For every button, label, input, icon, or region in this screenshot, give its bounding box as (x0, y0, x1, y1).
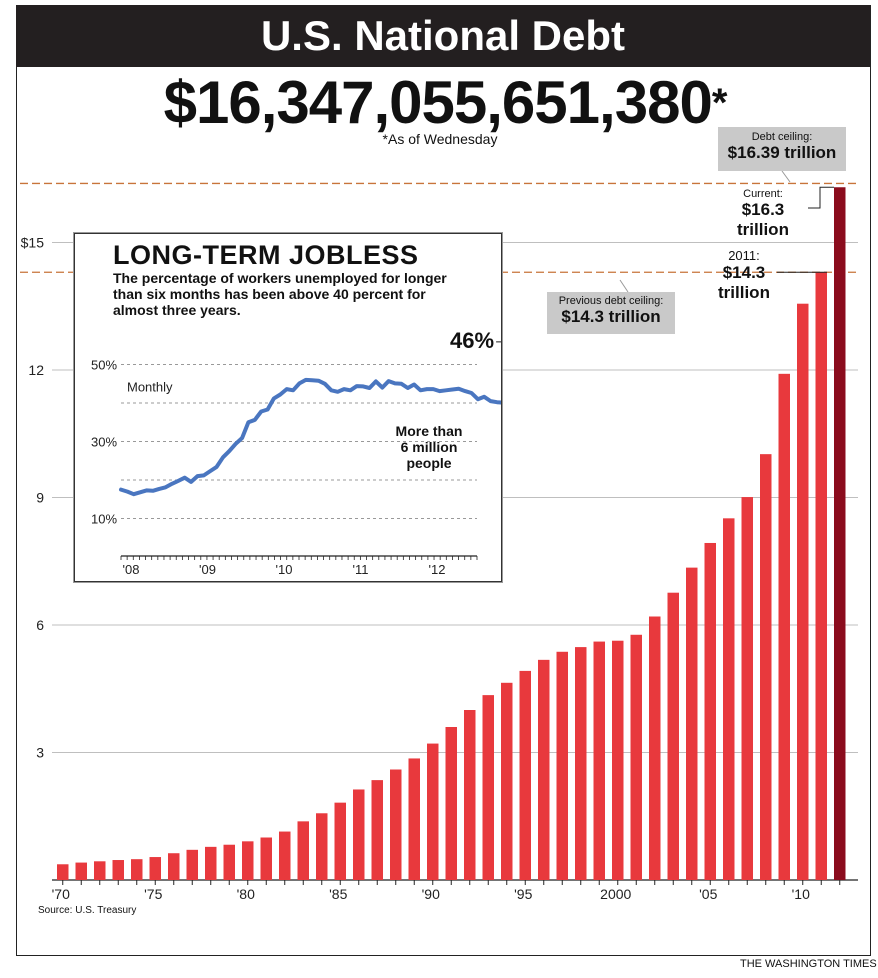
bar (260, 837, 272, 880)
inset-x-tick-label: '09 (199, 562, 216, 577)
bar (630, 634, 642, 880)
page-title: U.S. National Debt (16, 5, 870, 67)
bar (482, 695, 494, 880)
bar (741, 497, 753, 880)
debt-ceiling-pointer (781, 170, 791, 183)
inset-y-tick-label: 50% (91, 358, 117, 373)
x-tick-label: '10 (792, 886, 810, 902)
bar (205, 846, 217, 880)
bar-current (834, 187, 846, 880)
bar (556, 651, 568, 880)
current-leader-line (808, 186, 834, 209)
bar (334, 802, 346, 880)
as-of-note: *As of Wednesday (382, 131, 498, 147)
bar (75, 862, 87, 880)
source-note: Source: U.S. Treasury (38, 905, 137, 916)
jobless-inset: LONG-TERM JOBLESS The percentage of work… (74, 233, 502, 582)
inset-y-tick-label: 10% (91, 512, 117, 527)
bar (149, 857, 161, 880)
bar (186, 849, 198, 880)
bar (686, 567, 698, 880)
jobless-line (119, 377, 501, 497)
y-tick-label: 3 (36, 745, 44, 761)
inset-title: LONG-TERM JOBLESS (113, 240, 419, 270)
credit-line: THE WASHINGTON TIMES (740, 958, 877, 970)
bar (94, 861, 106, 880)
bar (408, 758, 420, 880)
inset-x-tick-label: '08 (123, 562, 140, 577)
y-tick-label: 6 (36, 617, 44, 633)
bar (316, 813, 328, 880)
x-tick-label: '85 (329, 886, 347, 902)
bar (575, 647, 587, 880)
end-note-line: More than (396, 423, 463, 439)
bar (649, 616, 661, 880)
inset-x-tick-label: '12 (429, 562, 446, 577)
bar (445, 727, 457, 880)
y-tick-label: 9 (36, 490, 44, 506)
bar (353, 789, 365, 880)
bar (464, 710, 476, 880)
end-note-line: people (406, 455, 451, 471)
inset-description: The percentage of workers unemployed for… (113, 270, 447, 318)
bar (57, 864, 69, 880)
bar (612, 640, 624, 880)
x-tick-label: '05 (699, 886, 717, 902)
bar (279, 831, 291, 880)
bar (223, 844, 235, 880)
end-value-label: 46% (450, 328, 494, 353)
bar (704, 542, 716, 880)
inset-y-tick-label: 30% (91, 435, 117, 450)
bar (168, 853, 180, 880)
bar (242, 841, 254, 880)
y-tick-label: 12 (28, 362, 44, 378)
x-tick-label: '70 (52, 886, 70, 902)
bar (390, 769, 402, 880)
bar (519, 670, 531, 880)
inset-x-tick-label: '10 (276, 562, 293, 577)
previous-ceiling-pointer (619, 279, 629, 293)
bar (112, 860, 124, 880)
x-tick-label: '75 (144, 886, 162, 902)
jobless-line-chart: 10% 30% 50% Monthly '08 '09 '10 '11 '12 46% More t… (91, 328, 501, 577)
bar (297, 821, 309, 880)
x-tick-label: 2000 (600, 886, 631, 902)
end-label-leader (496, 341, 501, 343)
end-note-line: 6 million (401, 439, 458, 455)
current-callout: Current: $16.3 trillion (737, 188, 789, 239)
bar (723, 518, 735, 880)
bar (667, 592, 679, 880)
bar (760, 454, 772, 880)
inset-series-label: Monthly (127, 380, 173, 395)
debt-ceiling-callout: Debt ceiling: $16.39 trillion (718, 127, 846, 171)
previous-ceiling-callout: Previous debt ceiling: $14.3 trillion (547, 292, 675, 334)
year-2011-callout: 2011: $14.3 trillion (718, 248, 770, 302)
x-tick-label: '80 (237, 886, 255, 902)
bar (778, 373, 790, 880)
bar (501, 682, 513, 880)
bar (797, 303, 809, 880)
y-tick-label: $15 (21, 235, 45, 251)
bar (815, 272, 827, 880)
headline-figure: $16,347,055,651,380* (163, 69, 728, 136)
bar (427, 743, 439, 880)
bar (131, 859, 143, 880)
bar (593, 641, 605, 880)
x-tick-label: '90 (422, 886, 440, 902)
x-tick-label: '95 (514, 886, 532, 902)
bar (538, 659, 550, 880)
bar (371, 780, 383, 880)
inset-x-tick-label: '11 (353, 562, 369, 577)
